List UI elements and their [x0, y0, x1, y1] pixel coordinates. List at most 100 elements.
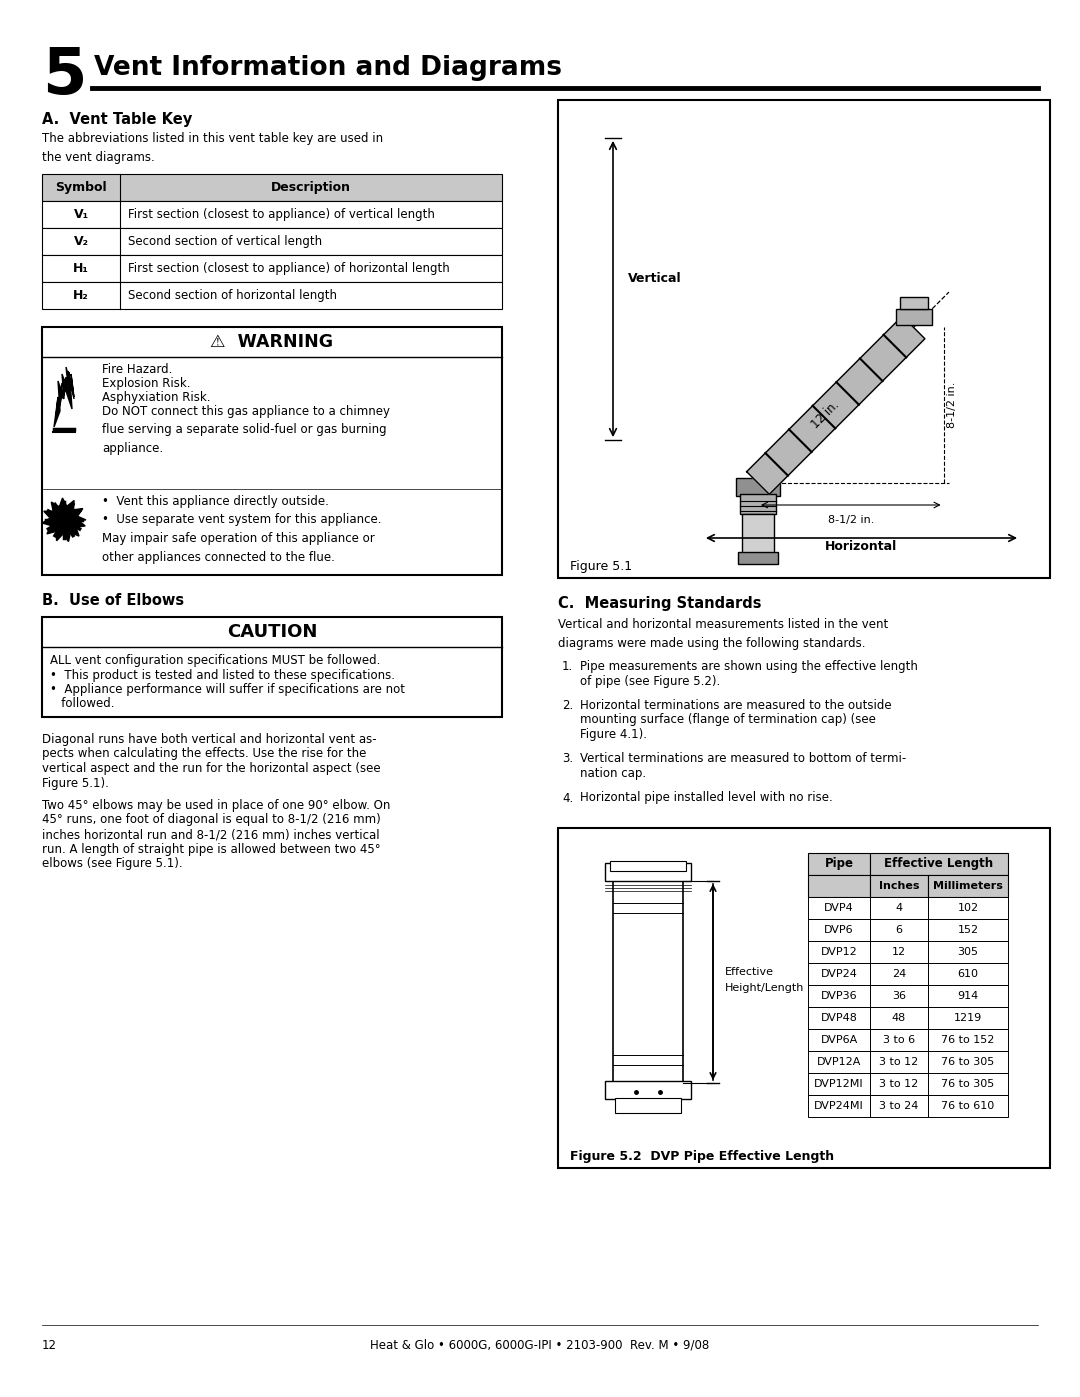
- Bar: [558, 828, 1050, 1168]
- Text: Pipe: Pipe: [824, 858, 853, 870]
- Text: Effective: Effective: [725, 967, 774, 977]
- Text: 76 to 152: 76 to 152: [942, 1035, 995, 1045]
- Text: C.  Measuring Standards: C. Measuring Standards: [558, 597, 761, 610]
- Text: 12: 12: [892, 947, 906, 957]
- Text: Horizontal: Horizontal: [825, 541, 897, 553]
- Text: Fire Hazard.: Fire Hazard.: [102, 363, 173, 376]
- Text: inches horizontal run and 8-1/2 (216 mm) inches vertical: inches horizontal run and 8-1/2 (216 mm)…: [42, 828, 380, 841]
- Text: DVP12MI: DVP12MI: [814, 1078, 864, 1090]
- Text: 3 to 6: 3 to 6: [883, 1035, 915, 1045]
- Text: Horizontal terminations are measured to the outside: Horizontal terminations are measured to …: [580, 698, 892, 712]
- Text: 76 to 610: 76 to 610: [942, 1101, 995, 1111]
- Text: 3.: 3.: [562, 753, 573, 766]
- Bar: [870, 1051, 928, 1073]
- Text: Explosion Risk.: Explosion Risk.: [102, 377, 190, 390]
- Text: nation cap.: nation cap.: [580, 767, 646, 780]
- Bar: [928, 1051, 1008, 1073]
- Text: pects when calculating the effects. Use the rise for the: pects when calculating the effects. Use …: [42, 747, 366, 760]
- Text: 3 to 12: 3 to 12: [879, 1078, 919, 1090]
- Text: Do NOT connect this gas appliance to a chimney
flue serving a separate solid-fue: Do NOT connect this gas appliance to a c…: [102, 405, 390, 455]
- Text: Height/Length: Height/Length: [725, 983, 805, 993]
- Text: 102: 102: [958, 902, 978, 914]
- Text: DVP12A: DVP12A: [816, 1058, 861, 1067]
- Bar: [870, 875, 928, 897]
- Text: Heat & Glo • 6000G, 6000G-IPI • 2103-900  Rev. M • 9/08: Heat & Glo • 6000G, 6000G-IPI • 2103-900…: [370, 1338, 710, 1352]
- Text: Figure 5.1: Figure 5.1: [570, 560, 632, 573]
- Bar: [615, 1098, 681, 1113]
- Text: Figure 5.1).: Figure 5.1).: [42, 777, 109, 789]
- Text: 3 to 24: 3 to 24: [879, 1101, 919, 1111]
- Bar: [870, 963, 928, 985]
- Text: 152: 152: [958, 925, 978, 935]
- Bar: [808, 985, 870, 1007]
- Bar: [928, 897, 1008, 919]
- Text: Figure 5.2  DVP Pipe Effective Length: Figure 5.2 DVP Pipe Effective Length: [570, 1150, 834, 1162]
- Bar: [870, 854, 1008, 875]
- Text: A.  Vent Table Key: A. Vent Table Key: [42, 112, 192, 127]
- Text: 4: 4: [895, 902, 903, 914]
- Text: 5: 5: [42, 45, 86, 108]
- Bar: [928, 1030, 1008, 1051]
- Text: Vertical terminations are measured to bottom of termi-: Vertical terminations are measured to bo…: [580, 753, 906, 766]
- Bar: [610, 861, 686, 870]
- Text: 3 to 12: 3 to 12: [879, 1058, 919, 1067]
- Bar: [870, 1095, 928, 1118]
- Text: 12 in.: 12 in.: [809, 398, 842, 432]
- Text: First section (closest to appliance) of horizontal length: First section (closest to appliance) of …: [129, 263, 449, 275]
- Bar: [558, 101, 1050, 578]
- Text: •  Appliance performance will suffer if specifications are not: • Appliance performance will suffer if s…: [50, 683, 405, 696]
- Bar: [42, 228, 502, 256]
- Bar: [42, 201, 502, 228]
- Bar: [928, 1095, 1008, 1118]
- Bar: [928, 985, 1008, 1007]
- Bar: [808, 942, 870, 963]
- Text: of pipe (see Figure 5.2).: of pipe (see Figure 5.2).: [580, 675, 720, 687]
- Bar: [42, 175, 502, 201]
- Text: V₂: V₂: [73, 235, 89, 249]
- Text: 36: 36: [892, 990, 906, 1002]
- Text: DVP4: DVP4: [824, 902, 854, 914]
- Bar: [740, 495, 777, 514]
- Text: 45° runs, one foot of diagonal is equal to 8-1/2 (216 mm): 45° runs, one foot of diagonal is equal …: [42, 813, 381, 827]
- Bar: [808, 897, 870, 919]
- Bar: [870, 1073, 928, 1095]
- Text: mounting surface (flange of termination cap) (see: mounting surface (flange of termination …: [580, 714, 876, 726]
- Bar: [895, 310, 932, 326]
- Bar: [870, 1007, 928, 1030]
- Text: 4.: 4.: [562, 792, 573, 805]
- Text: 6: 6: [895, 925, 903, 935]
- Text: Description: Description: [271, 182, 351, 194]
- Text: First section (closest to appliance) of vertical length: First section (closest to appliance) of …: [129, 208, 435, 221]
- Text: DVP36: DVP36: [821, 990, 858, 1002]
- Text: B.  Use of Elbows: B. Use of Elbows: [42, 592, 184, 608]
- Text: Diagonal runs have both vertical and horizontal vent as-: Diagonal runs have both vertical and hor…: [42, 733, 377, 746]
- Bar: [42, 282, 502, 309]
- Bar: [808, 1051, 870, 1073]
- Bar: [870, 942, 928, 963]
- Bar: [42, 327, 502, 576]
- Text: ⚠  WARNING: ⚠ WARNING: [211, 332, 334, 351]
- Text: 1.: 1.: [562, 659, 573, 673]
- Text: 48: 48: [892, 1013, 906, 1023]
- Text: 8-1/2 in.: 8-1/2 in.: [946, 381, 957, 429]
- Bar: [808, 1007, 870, 1030]
- Text: H₁: H₁: [73, 263, 89, 275]
- Text: DVP6A: DVP6A: [821, 1035, 858, 1045]
- Text: elbows (see Figure 5.1).: elbows (see Figure 5.1).: [42, 856, 183, 870]
- Bar: [738, 552, 778, 564]
- Text: Pipe measurements are shown using the effective length: Pipe measurements are shown using the ef…: [580, 659, 918, 673]
- Text: 305: 305: [958, 947, 978, 957]
- Text: 2.: 2.: [562, 698, 573, 712]
- Bar: [808, 1095, 870, 1118]
- Text: Inches: Inches: [879, 882, 919, 891]
- Text: 914: 914: [957, 990, 978, 1002]
- Text: ALL vent configuration specifications MUST be followed.: ALL vent configuration specifications MU…: [50, 654, 380, 666]
- Bar: [605, 1081, 691, 1099]
- Bar: [870, 1030, 928, 1051]
- Bar: [808, 1030, 870, 1051]
- Bar: [42, 617, 502, 717]
- Bar: [808, 1073, 870, 1095]
- Text: DVP24MI: DVP24MI: [814, 1101, 864, 1111]
- Text: Symbol: Symbol: [55, 182, 107, 194]
- Text: 1219: 1219: [954, 1013, 982, 1023]
